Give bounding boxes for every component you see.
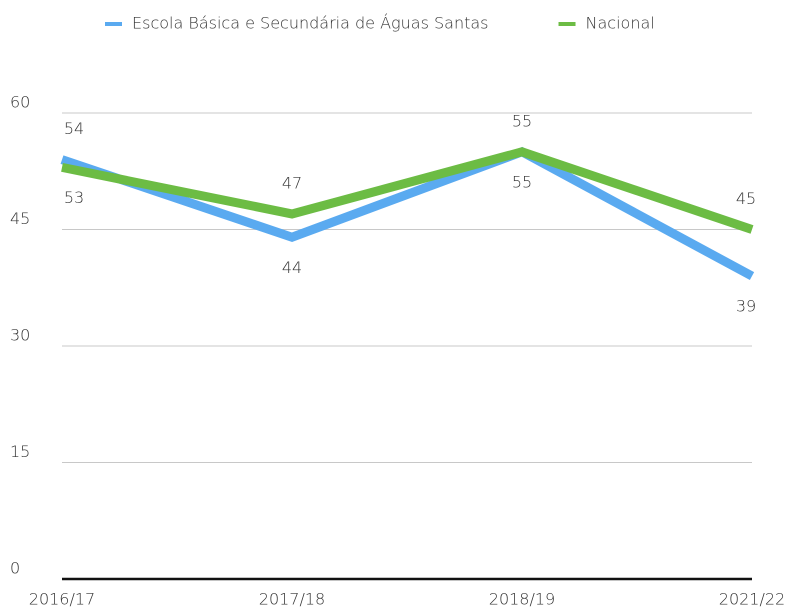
data-label: 54 [64, 119, 84, 138]
legend-label: Escola Básica e Secundária de Águas Sant… [132, 14, 489, 33]
x-tick-label: 2018/19 [489, 590, 555, 609]
y-tick-label: 30 [10, 326, 30, 345]
data-label: 39 [736, 297, 756, 316]
legend-label: Nacional [586, 14, 655, 33]
data-label: 44 [282, 258, 302, 277]
y-tick-label: 60 [10, 93, 30, 112]
series-line [60, 146, 755, 281]
data-label: 55 [512, 172, 532, 191]
series-line [61, 147, 754, 234]
y-tick-label: 15 [10, 442, 30, 461]
data-label: 53 [64, 188, 84, 207]
y-tick-label: 45 [10, 209, 30, 228]
x-tick-label: 2021/22 [719, 590, 785, 609]
data-label: 47 [282, 173, 302, 192]
data-label: 55 [512, 111, 532, 130]
x-tick-label: 2016/17 [29, 590, 95, 609]
y-tick-label: 0 [10, 559, 20, 578]
data-label: 45 [736, 189, 756, 208]
x-tick-label: 2017/18 [259, 590, 325, 609]
